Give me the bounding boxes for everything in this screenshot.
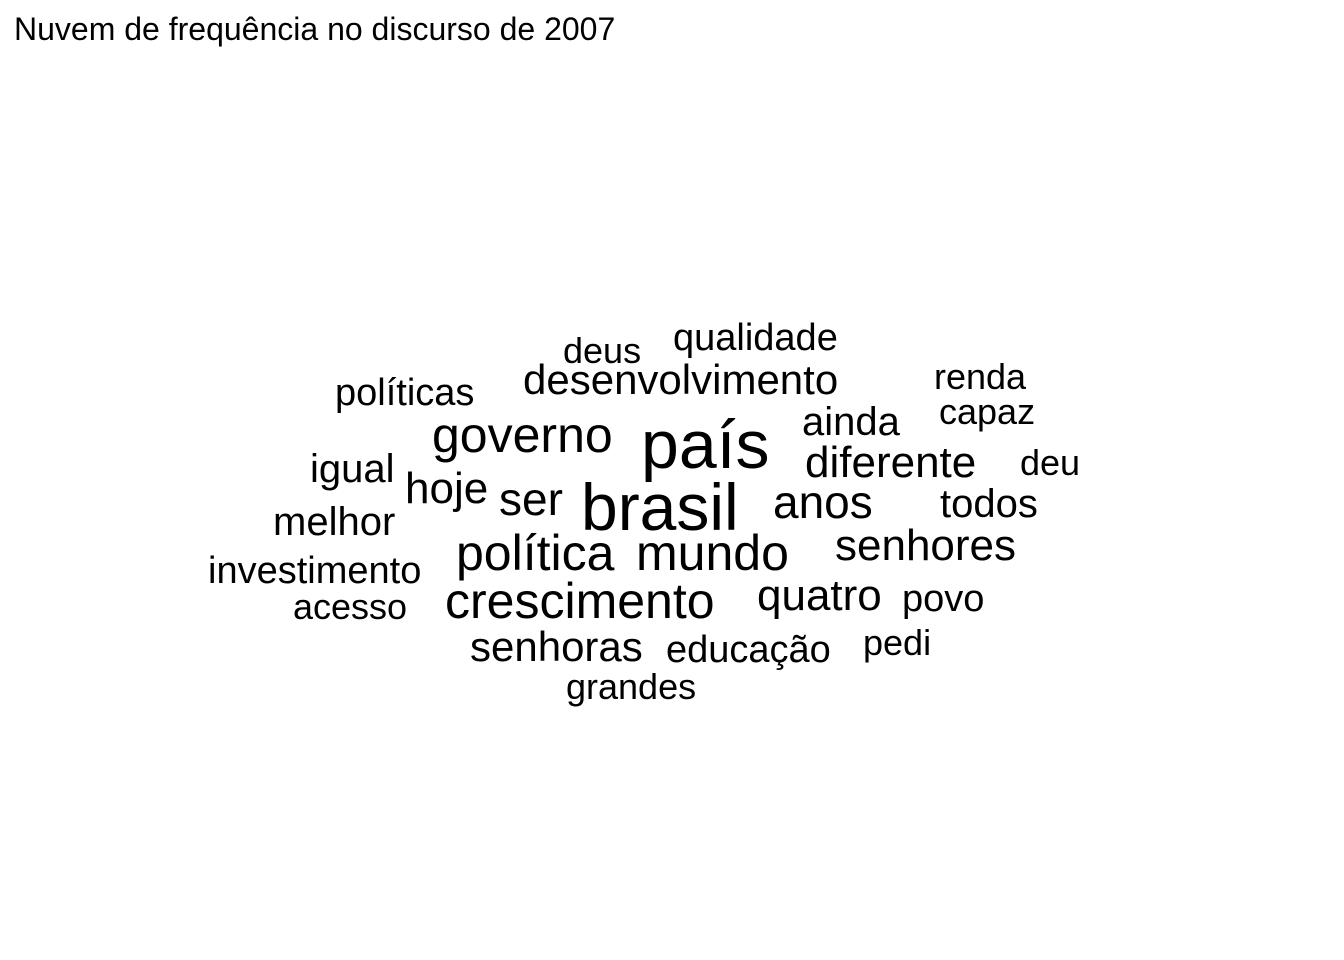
word-21: educação [666,629,831,671]
word-3: mundo [636,525,789,581]
word-14: ainda [802,400,901,444]
word-29: grandes [566,666,696,707]
word-8: diferente [805,438,976,487]
word-1: brasil [581,470,739,544]
word-6: ser [499,473,563,525]
word-19: políticas [335,372,474,414]
word-16: igual [310,447,395,491]
word-22: povo [902,578,984,620]
word-20: investimento [208,550,421,592]
word-7: anos [773,476,873,528]
word-5: crescimento [445,573,715,629]
word-25: capaz [939,391,1035,432]
chart-title: Nuvem de frequência no discurso de 2007 [14,11,616,47]
word-27: acesso [293,586,407,627]
word-12: desenvolvimento [523,356,838,403]
word-23: deus [563,330,641,371]
word-4: política [456,525,615,581]
word-10: quatro [757,571,882,620]
word-9: senhores [835,521,1016,570]
word-11: hoje [405,464,488,513]
word-26: deu [1020,442,1080,483]
word-28: pedi [863,622,931,663]
word-18: qualidade [673,317,838,359]
word-17: melhor [273,500,395,544]
word-13: senhoras [470,623,643,670]
word-0: país [641,407,770,483]
word-15: todos [940,482,1038,526]
word-24: renda [934,356,1027,397]
word-2: governo [432,407,613,463]
